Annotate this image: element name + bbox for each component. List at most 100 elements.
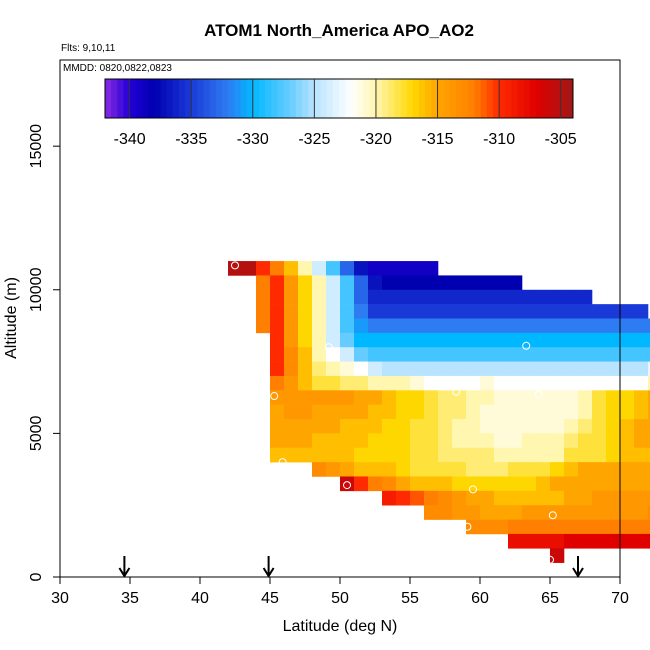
sample-point (270, 392, 279, 401)
heatmap-cell (354, 332, 369, 348)
colorbar-segment (560, 79, 568, 118)
heatmap-cell (466, 433, 481, 449)
heatmap-cell (284, 318, 299, 334)
heatmap-cell (648, 318, 650, 334)
heatmap-cell (312, 361, 327, 377)
heatmap-cell (382, 476, 397, 492)
heatmap-cell (396, 404, 411, 420)
colorbar-segment (443, 79, 451, 118)
heatmap-cell (620, 476, 635, 492)
heatmap-cell (480, 375, 495, 391)
heatmap-cell (326, 332, 341, 348)
heatmap-cell (354, 289, 369, 305)
heatmap-cell (340, 404, 355, 420)
heatmap-cell (564, 462, 579, 477)
heatmap-cell (396, 318, 411, 334)
heatmap-cell (620, 375, 635, 391)
heatmap-cell (452, 490, 467, 506)
heatmap-cell (382, 318, 397, 334)
heatmap-cell (620, 304, 635, 319)
heatmap-cell (410, 275, 425, 291)
heatmap-cell (564, 404, 579, 420)
heatmap-cell (648, 447, 650, 463)
heatmap-cell (620, 419, 635, 434)
heatmap-cell (368, 476, 383, 492)
heatmap-cell (298, 419, 313, 434)
heatmap-cell (284, 304, 299, 319)
heatmap-cell (564, 433, 579, 449)
heatmap-cell (480, 390, 495, 405)
heatmap-cell (340, 304, 355, 319)
heatmap-cell (270, 304, 285, 319)
heatmap-cell (396, 275, 411, 291)
heatmap-cell (466, 318, 481, 334)
heatmap-cell (536, 347, 551, 362)
down-arrow-icon (118, 556, 131, 578)
heatmap-cell (424, 347, 439, 362)
heatmap-cell (508, 419, 523, 434)
heatmap-cell (620, 361, 635, 377)
heatmap-cell (354, 447, 369, 463)
heatmap-cell (424, 462, 439, 477)
heatmap-cell (634, 390, 649, 405)
heatmap-cell (368, 433, 383, 449)
heatmap-cell (326, 275, 341, 291)
heatmap-cell (592, 332, 607, 348)
heatmap-cell (270, 347, 285, 362)
colorbar-segment (351, 79, 358, 118)
heatmap-cell (648, 433, 650, 449)
heatmap-cell (424, 476, 439, 492)
colorbar-segment (375, 79, 383, 118)
heatmap-cell (508, 447, 523, 463)
heatmap-cell (424, 361, 439, 377)
x-tick-label: 55 (401, 590, 419, 607)
heatmap-cell (270, 419, 285, 434)
heatmap-cell (578, 419, 593, 434)
heatmap-cell (382, 490, 397, 506)
heatmap-cell (340, 361, 355, 377)
heatmap-cell (466, 375, 481, 391)
heatmap-cell (634, 404, 649, 420)
colorbar-segment (326, 79, 334, 118)
heatmap-cell (270, 289, 285, 305)
heatmap-cell (424, 447, 439, 463)
heatmap-cell (466, 390, 481, 405)
down-arrow-icon (262, 556, 275, 578)
heatmap-cell (438, 347, 453, 362)
heatmap-cell (368, 261, 383, 276)
arrow-head (262, 567, 275, 578)
heatmap-cell (256, 275, 271, 291)
heatmap-cell (648, 519, 650, 535)
heatmap-cell (438, 462, 453, 477)
heatmap-cell (466, 347, 481, 362)
heatmap-cell (508, 490, 523, 506)
colorbar-segment (117, 79, 124, 118)
heatmap-cell (634, 433, 649, 449)
heatmap-cell (466, 304, 481, 319)
heatmap-cell (606, 390, 621, 405)
heatmap-cell (508, 289, 523, 305)
colorbar-segment (332, 79, 340, 118)
colorbar-segment (425, 79, 432, 118)
heatmap-cell (452, 433, 467, 449)
heatmap-cell (354, 261, 369, 276)
heatmap-cell (508, 390, 523, 405)
heatmap-cell (480, 447, 495, 463)
heatmap-cell (522, 533, 537, 549)
heatmap-cell (396, 347, 411, 362)
heatmap-cell (522, 375, 537, 391)
heatmap-cell (522, 289, 537, 305)
heatmap-cell (508, 462, 523, 477)
heatmap-cell (410, 289, 425, 305)
heatmap-cell (564, 375, 579, 391)
heatmap-cell (550, 304, 565, 319)
heatmap-cell (368, 332, 383, 348)
heatmap-cell (564, 490, 579, 506)
heatmap-cell (452, 419, 467, 434)
heatmap-cell (284, 447, 299, 463)
heatmap-cell (270, 447, 285, 463)
colorbar-segment (419, 79, 426, 118)
heatmap-cell (382, 447, 397, 463)
arrow-head (572, 567, 584, 578)
heatmap-cell (256, 304, 271, 319)
